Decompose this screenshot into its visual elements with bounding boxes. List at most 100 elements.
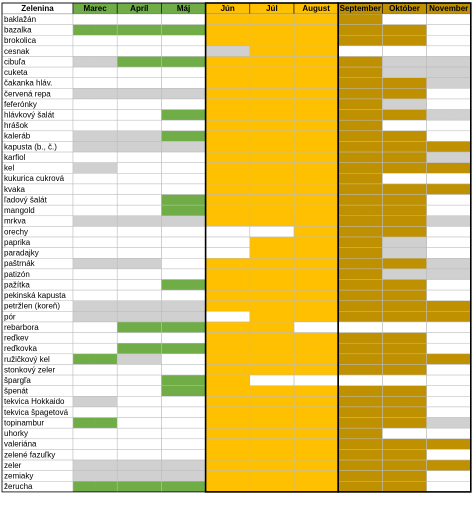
- cell: [294, 268, 317, 280]
- cell: [404, 141, 427, 153]
- cell: [139, 417, 162, 429]
- cell: [360, 67, 383, 78]
- cell: [183, 120, 206, 131]
- cell: [73, 109, 96, 121]
- cell: [73, 460, 96, 471]
- cell: [139, 45, 162, 57]
- cell: [139, 67, 162, 78]
- cell: [183, 406, 206, 418]
- cell: [382, 173, 405, 184]
- cell: [205, 109, 228, 121]
- cell: [448, 88, 472, 99]
- cell: [249, 14, 273, 25]
- cell: [426, 481, 449, 492]
- cell: [183, 438, 206, 450]
- cell: [271, 98, 295, 110]
- cell: [316, 141, 339, 153]
- vegetable-name: pažítka: [4, 280, 30, 289]
- cell: [161, 98, 184, 110]
- cell: [139, 300, 162, 312]
- cell: [117, 141, 140, 153]
- cell: [448, 247, 472, 259]
- cell: [205, 364, 228, 376]
- vegetable-name: zeler: [4, 461, 22, 470]
- cell: [73, 183, 96, 195]
- cell: [316, 67, 339, 78]
- cell: [271, 481, 295, 492]
- cell: [426, 428, 449, 439]
- cell: [95, 98, 118, 110]
- cell: [294, 300, 317, 312]
- cell: [404, 162, 427, 174]
- cell: [117, 375, 140, 386]
- cell: [448, 205, 472, 216]
- cell: [271, 205, 295, 216]
- cell: [404, 300, 427, 312]
- cell: [360, 438, 383, 450]
- cell: [294, 88, 317, 99]
- cell: [117, 449, 140, 461]
- cell: [161, 56, 184, 68]
- cell: [117, 194, 140, 206]
- cell: [227, 481, 251, 492]
- cell: [161, 321, 184, 333]
- cell: [271, 300, 295, 312]
- cell: [205, 396, 228, 407]
- cell: [404, 215, 427, 227]
- cell: [448, 56, 472, 68]
- cell: [227, 14, 251, 25]
- cell: [95, 375, 118, 386]
- vegetable-name: kapusta (b., č.): [4, 142, 57, 151]
- cell: [205, 56, 228, 68]
- cell: [73, 290, 96, 301]
- cell: [205, 428, 228, 439]
- cell: [183, 141, 206, 153]
- cell: [338, 14, 361, 25]
- cell: [117, 332, 140, 344]
- cell: [205, 77, 228, 89]
- cell: [294, 237, 317, 248]
- cell: [205, 226, 228, 238]
- cell: [338, 258, 361, 269]
- cell: [249, 109, 273, 121]
- cell: [117, 109, 140, 121]
- cell: [249, 396, 273, 407]
- cell: [360, 343, 383, 354]
- cell: [271, 311, 295, 322]
- cell: [382, 141, 405, 153]
- cell: [205, 343, 228, 354]
- cell: [205, 173, 228, 184]
- cell: [294, 215, 317, 227]
- cell: [448, 353, 472, 365]
- cell: [139, 194, 162, 206]
- cell: [117, 67, 140, 78]
- cell: [249, 428, 273, 439]
- cell: [426, 247, 449, 259]
- cell: [161, 205, 184, 216]
- cell: [73, 406, 96, 418]
- cell: [183, 247, 206, 259]
- cell: [338, 279, 361, 291]
- cell: [95, 45, 118, 57]
- cell: [404, 77, 427, 89]
- cell: [117, 311, 140, 322]
- cell: [227, 109, 251, 121]
- cell: [183, 162, 206, 174]
- vegetable-name: reďkev: [4, 334, 28, 343]
- cell: [161, 343, 184, 354]
- cell: [316, 152, 339, 163]
- cell: [183, 67, 206, 78]
- cell: [360, 311, 383, 322]
- cell: [73, 173, 96, 184]
- cell: [271, 470, 295, 482]
- cell: [448, 130, 472, 142]
- vegetable-name: pekinská kapusta: [4, 291, 66, 300]
- vegetable-name: paprika: [4, 238, 31, 247]
- cell: [73, 258, 96, 269]
- cell: [205, 311, 228, 322]
- cell: [139, 332, 162, 344]
- cell: [227, 77, 251, 89]
- month-label: Máj: [177, 4, 190, 13]
- cell: [161, 353, 184, 365]
- cell: [161, 35, 184, 46]
